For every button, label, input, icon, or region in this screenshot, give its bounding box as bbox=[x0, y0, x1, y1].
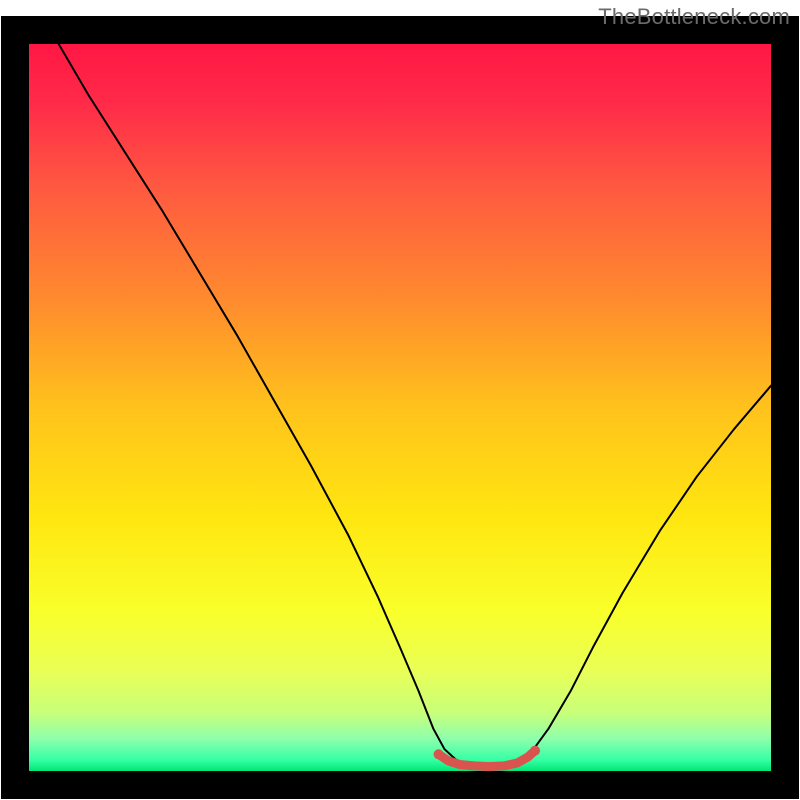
optimal-range-end-dot bbox=[530, 746, 540, 756]
chart-stage: TheBottleneck.com bbox=[0, 0, 800, 800]
plot-background bbox=[29, 44, 771, 771]
optimal-range-start-dot bbox=[434, 749, 444, 759]
watermark-text: TheBottleneck.com bbox=[598, 4, 790, 30]
bottleneck-curve-chart bbox=[0, 0, 800, 800]
